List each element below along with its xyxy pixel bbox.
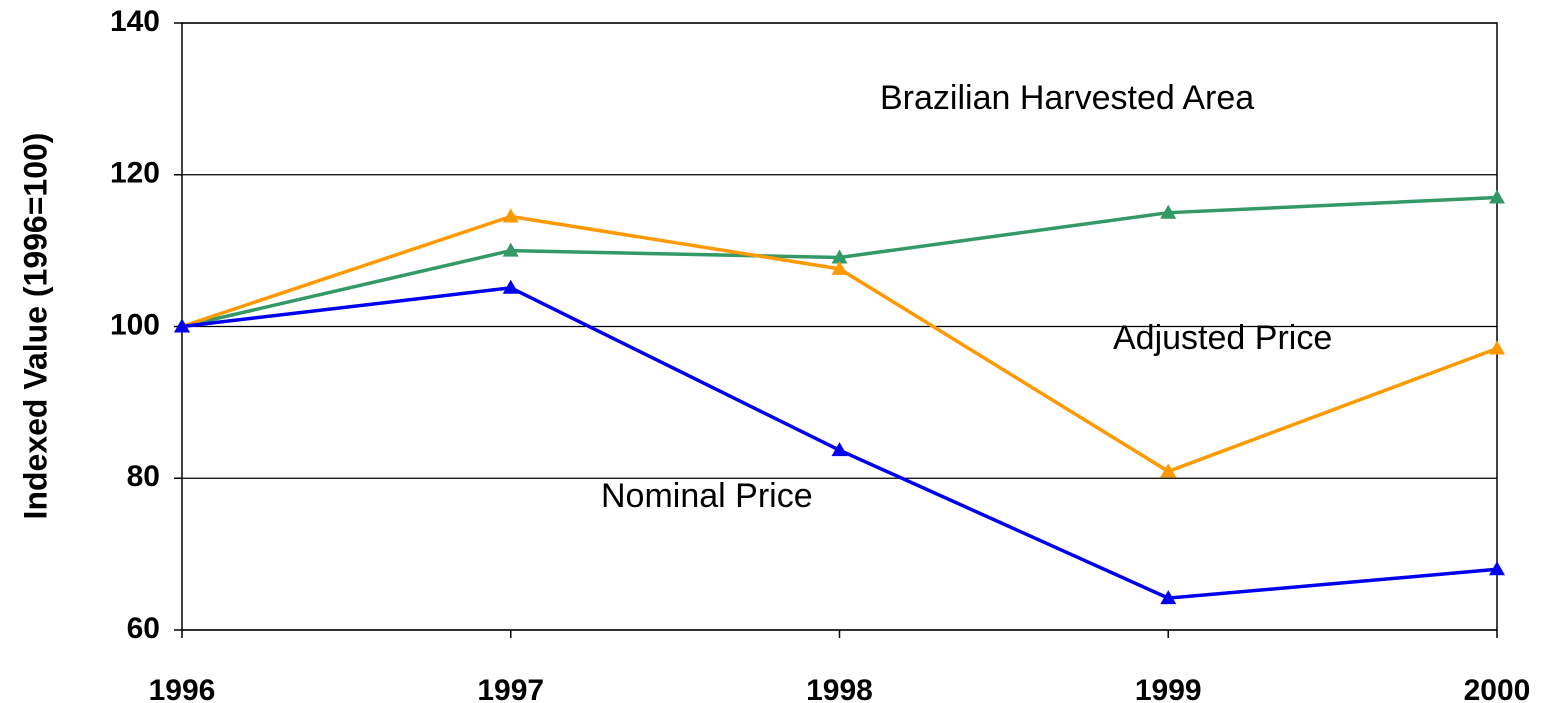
marker — [1160, 590, 1177, 605]
marker — [1160, 463, 1177, 478]
x-tick-label: 1999 — [1135, 674, 1202, 703]
marker — [831, 442, 848, 457]
x-tick-label: 1997 — [477, 674, 544, 703]
x-tick-label: 1998 — [806, 674, 873, 703]
marker — [1160, 204, 1177, 219]
marker — [1489, 189, 1505, 204]
y-tick-label: 120 — [110, 157, 160, 190]
marker — [1489, 340, 1505, 355]
marker — [502, 279, 519, 294]
y-tick-label: 60 — [127, 612, 160, 645]
series-label: Adjusted Price — [1113, 319, 1332, 357]
marker — [174, 318, 190, 333]
marker — [1489, 561, 1505, 576]
marker — [831, 249, 848, 264]
y-tick-label: 140 — [110, 5, 160, 38]
marker — [831, 260, 848, 275]
series-label: Nominal Price — [601, 477, 813, 515]
marker — [502, 208, 519, 223]
y-axis-label: Indexed Value (1996=100) — [17, 133, 53, 520]
y-tick-label: 100 — [110, 308, 160, 341]
y-tick-label: 80 — [127, 460, 160, 493]
series-label: Brazilian Harvested Area — [880, 79, 1254, 117]
x-tick-label: 2000 — [1464, 674, 1531, 703]
marker — [502, 242, 519, 257]
x-tick-label: 1996 — [149, 674, 216, 703]
